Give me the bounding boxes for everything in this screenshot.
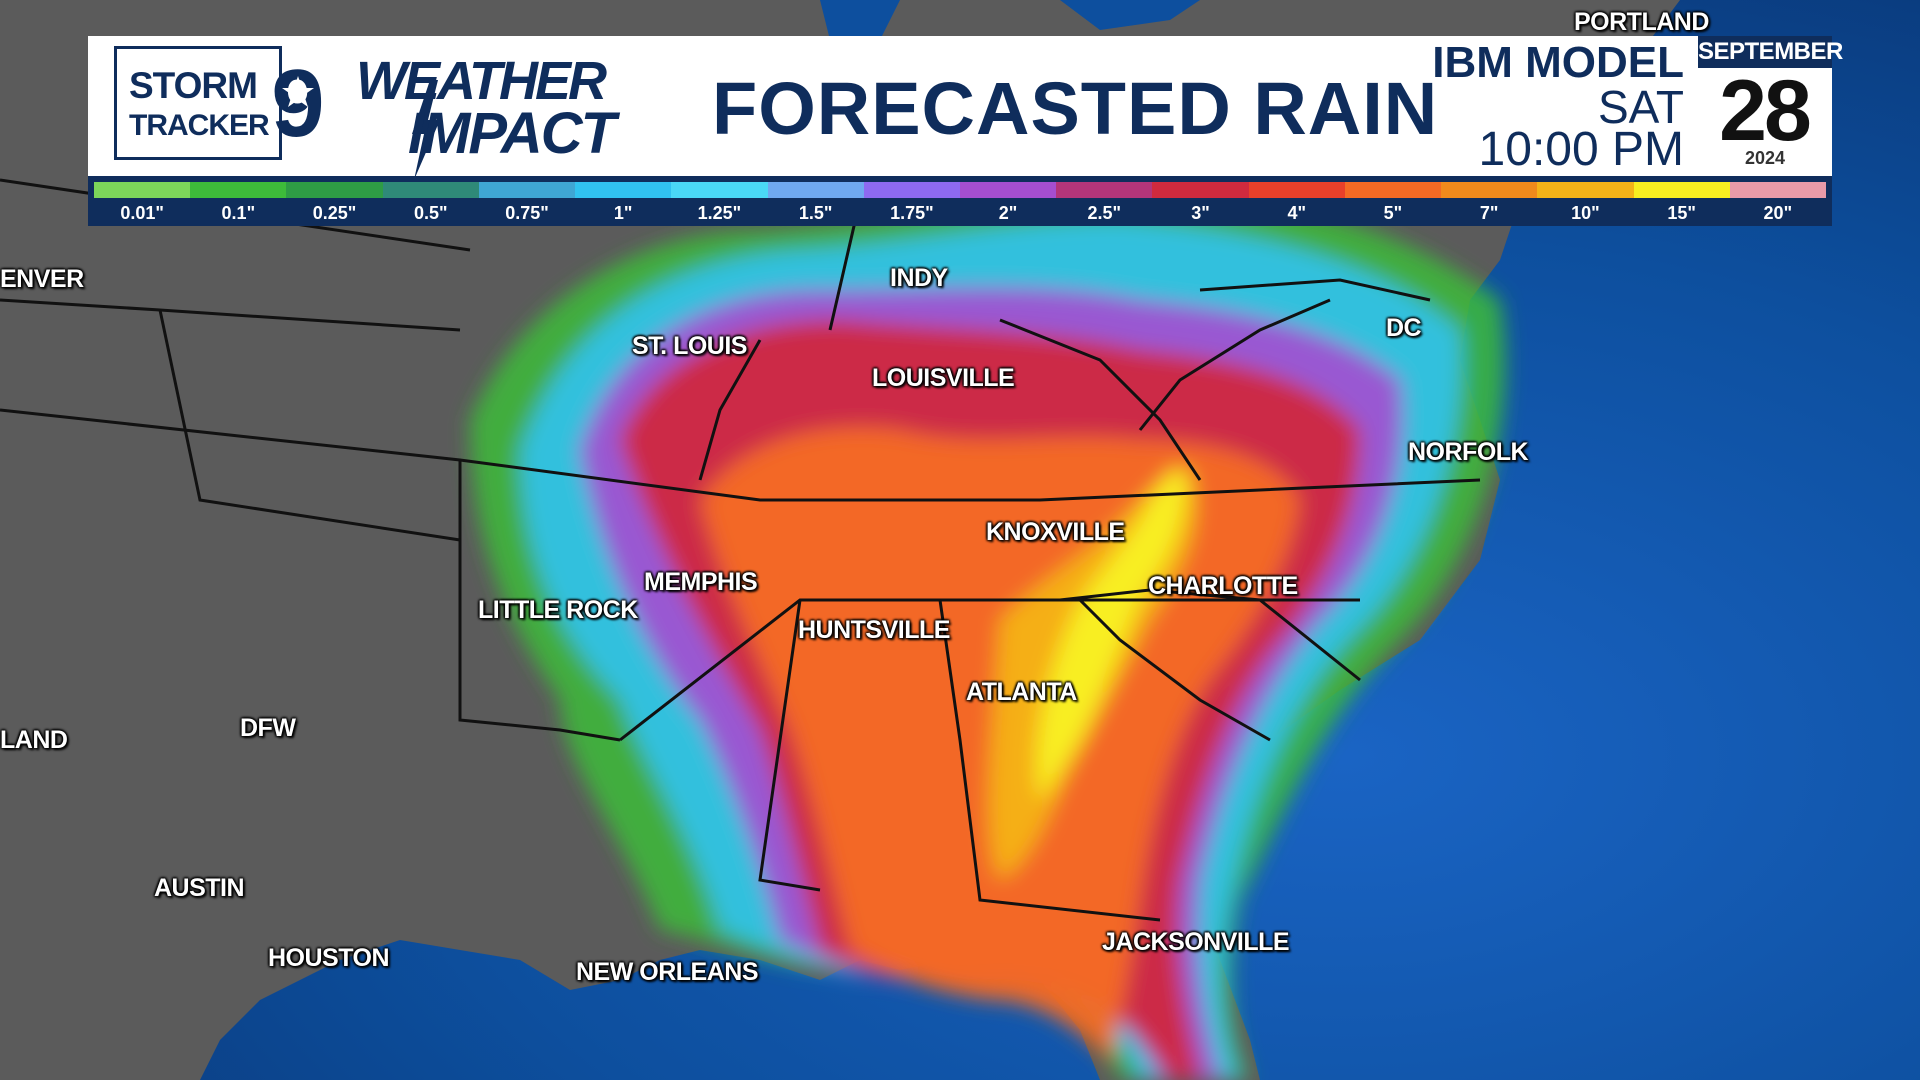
legend-label: 5"	[1383, 203, 1403, 223]
legend-swatch	[1633, 182, 1730, 198]
city-label-st-louis: ST. LOUIS	[632, 332, 747, 360]
city-label-louisville: LOUISVILLE	[872, 364, 1015, 392]
legend-label: 0.01"	[120, 203, 164, 223]
lake-erie	[1060, 0, 1200, 30]
legend-swatch	[286, 182, 383, 198]
brand-impact: IMPACT	[408, 101, 616, 166]
legend-swatch	[1056, 182, 1153, 198]
legend-swatch	[959, 182, 1057, 198]
legend-swatch	[478, 182, 576, 198]
legend-swatch	[863, 182, 960, 198]
legend-label: 7"	[1479, 203, 1499, 223]
legend-swatch	[1441, 182, 1538, 198]
legend-label: 0.1"	[221, 203, 256, 223]
legend-label: 4"	[1287, 203, 1306, 223]
legend-label: 3"	[1191, 203, 1210, 223]
city-label-dc: DC	[1386, 314, 1422, 342]
forecast-month: SEPTEMBER	[1698, 36, 1843, 68]
rainfall-overlay	[470, 190, 1506, 1080]
page-title: FORECASTED RAIN	[712, 67, 1439, 150]
legend-swatch	[1537, 182, 1634, 198]
forecast-day: SAT	[1597, 81, 1684, 133]
legend-label: 0.5"	[413, 203, 448, 223]
logo-line1: STORM	[129, 65, 258, 106]
city-label-indy: INDY	[890, 264, 948, 292]
legend-label: 2"	[998, 203, 1018, 223]
city-label-portland: PORTLAND	[1574, 8, 1709, 36]
city-label-denver: ENVER	[0, 265, 84, 293]
rainfall-legend: 0.01" 0.1" 0.25" 0.5" 0.75" 1" 1.25" 1.5" 1.75" 2…	[88, 176, 1832, 226]
city-label-austin: AUSTIN	[154, 874, 245, 902]
logo-line2: TRACKER	[129, 109, 270, 142]
storm-tracker-logo: STORM TRACKER	[114, 46, 282, 160]
legend-label: 1.5"	[798, 203, 833, 223]
forecast-time: 10:00 PM	[1478, 123, 1684, 176]
logo-number: 9	[271, 56, 324, 152]
model-name: IBM MODEL	[1432, 38, 1684, 87]
legend-label: 0.25"	[312, 203, 357, 223]
city-label-memphis: MEMPHIS	[644, 568, 758, 596]
legend-label: 1.25"	[697, 203, 742, 223]
legend-swatch	[382, 182, 479, 198]
legend-label: 1"	[613, 203, 633, 223]
city-label-knoxville: KNOXVILLE	[986, 518, 1125, 546]
forecast-date: 28	[1719, 63, 1812, 159]
legend-labels: 0.01" 0.1" 0.25" 0.5" 0.75" 1" 1.25" 1.5" 1.75" 2…	[94, 202, 1826, 224]
legend-label: 10"	[1571, 203, 1600, 223]
legend-label: 0.75"	[505, 203, 549, 223]
legend-label: 2.5"	[1087, 203, 1122, 223]
city-label-huntsville: HUNTSVILLE	[798, 616, 950, 644]
legend-swatch	[671, 182, 768, 198]
legend-label: 20"	[1763, 203, 1793, 223]
legend-swatches	[94, 182, 1826, 198]
city-label-jacksonville: JACKSONVILLE	[1102, 928, 1290, 956]
city-label-houston: HOUSTON	[268, 944, 390, 972]
forecast-year: 2024	[1744, 148, 1786, 168]
legend-label: 15"	[1667, 203, 1696, 223]
legend-swatch	[1729, 182, 1826, 198]
city-label-new-orleans: NEW ORLEANS	[576, 958, 759, 986]
legend-swatch	[94, 182, 191, 198]
header-banner: STORM TRACKER 9 WEATHER IMPACT FORECASTE…	[88, 36, 1843, 180]
legend-swatch	[1152, 182, 1249, 198]
city-label-atlanta: ATLANTA	[966, 678, 1077, 706]
brand-weather: WEATHER	[356, 51, 607, 111]
legend-swatch	[575, 182, 672, 198]
city-label-dfw: DFW	[240, 714, 296, 742]
city-label-little-rock: LITTLE ROCK	[478, 596, 638, 624]
city-label-charlotte: CHARLOTTE	[1148, 572, 1298, 600]
city-label-norfolk: NORFOLK	[1408, 438, 1529, 466]
legend-swatch	[1248, 182, 1345, 198]
city-label-oakland: LAND	[0, 726, 68, 754]
legend-swatch	[1344, 182, 1442, 198]
nine-star-logo-icon: 9	[271, 56, 324, 152]
legend-swatch	[190, 182, 287, 198]
legend-swatch	[767, 182, 864, 198]
legend-label: 1.75"	[890, 203, 934, 223]
lightning-bolt-icon	[412, 80, 440, 180]
